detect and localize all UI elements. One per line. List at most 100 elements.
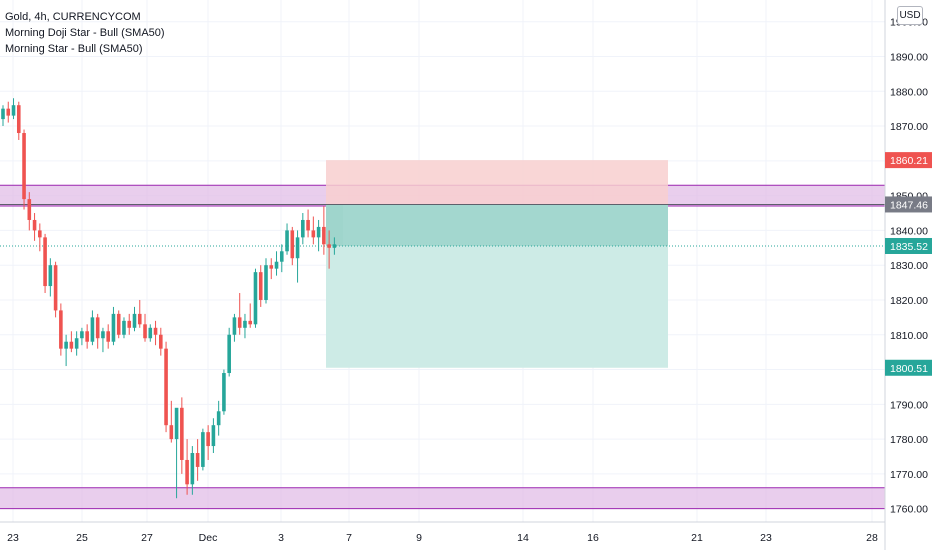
candle-body (258, 272, 263, 300)
price-label-bg (885, 196, 932, 213)
candle-body (174, 407, 179, 440)
currency-button[interactable]: USD (897, 6, 923, 25)
x-tick-label: Dec (199, 532, 218, 544)
candle-body (32, 219, 37, 231)
y-tick-label: 1770.00 (890, 469, 928, 481)
price-label-target: 1800.51 (890, 363, 928, 375)
candle-body (274, 261, 279, 269)
x-tick-label: 27 (141, 532, 153, 544)
candle-body (59, 310, 63, 349)
y-tick-label: 1890.00 (890, 51, 928, 63)
realized-zone (326, 204, 343, 246)
candle-body (22, 133, 26, 200)
candle-body (153, 327, 158, 335)
candle-body (48, 265, 53, 287)
candle-body (11, 105, 16, 116)
price-label-bg (885, 152, 932, 169)
candle-body (116, 313, 121, 335)
candle-body (127, 320, 132, 328)
candle-body (143, 324, 147, 339)
x-tick-label: 14 (517, 532, 529, 544)
candle-body (206, 432, 210, 447)
x-tick-label: 16 (587, 532, 599, 544)
candle-body (332, 244, 337, 248)
price-label-last: 1835.52 (890, 241, 928, 253)
candle-body (180, 407, 184, 460)
progress-zone (341, 204, 668, 246)
candle-body (301, 219, 305, 238)
candle-body (216, 411, 221, 426)
candle-body (159, 334, 163, 349)
candle-body (95, 317, 100, 339)
price-label-bg (885, 359, 932, 376)
zone-rect (0, 487, 885, 509)
candle-body (322, 226, 326, 245)
candle-body (85, 331, 89, 342)
grid (0, 0, 885, 522)
price-label-bg (885, 237, 932, 254)
candle-body (148, 327, 153, 339)
price-label-entry: 1847.46 (890, 199, 928, 211)
candle-body (1, 108, 5, 120)
candle-body (195, 453, 200, 467)
candle-body (190, 453, 195, 485)
candle-body (164, 348, 168, 426)
candle-body (69, 341, 74, 349)
candle-body (327, 244, 331, 248)
candle-body (211, 425, 216, 447)
price-axis[interactable]: 1760.001770.001780.001790.001800.001810.… (884, 0, 928, 550)
y-tick-label: 1780.00 (890, 434, 928, 446)
candle-body (185, 459, 189, 485)
candle-body (311, 230, 316, 238)
candle-body (27, 199, 32, 220)
candle-body (6, 108, 11, 116)
price-labels: 1860.21 1847.46 1835.52 1800.51 (885, 152, 932, 376)
x-tick-label: 28 (866, 532, 878, 544)
candle-body (137, 313, 142, 325)
candle-body (243, 320, 247, 328)
x-tick-label: 21 (691, 532, 703, 544)
legend-indicator: Morning Doji Star - Bull (SMA50) (5, 27, 165, 39)
position-tool[interactable] (0, 160, 885, 368)
y-tick-label: 1760.00 (890, 504, 928, 516)
y-tick-label: 1830.00 (890, 260, 928, 272)
candle-body (111, 313, 116, 342)
candle-body (316, 226, 321, 238)
candle-body (279, 251, 284, 262)
y-tick-label: 1810.00 (890, 330, 928, 342)
candle-body (106, 331, 110, 342)
candle-body (101, 331, 105, 339)
candle-body (253, 272, 258, 325)
candle-body (248, 320, 253, 325)
y-tick-label: 1790.00 (890, 399, 928, 411)
legend-symbol: Gold, 4h, CURRENCYCOM (5, 11, 141, 23)
time-axis[interactable]: 23 25 27 Dec 3 7 9 14 16 21 23 28 (0, 521, 885, 544)
y-tick-label: 1820.00 (890, 295, 928, 307)
candle-body (38, 230, 42, 238)
candle-body (232, 317, 237, 335)
candle-body (269, 265, 274, 269)
candle-body (122, 320, 126, 335)
candle-body (80, 331, 84, 339)
candle-body (53, 265, 58, 311)
candle-body (201, 432, 205, 467)
candle-body (295, 237, 300, 259)
y-tick-label: 1840.00 (890, 225, 928, 237)
candle-body (169, 425, 174, 440)
candle-body (43, 237, 47, 287)
candle-body (74, 338, 79, 349)
x-tick-label: 7 (346, 532, 352, 544)
price-label-stop: 1860.21 (890, 155, 928, 167)
legend-indicator: Morning Star - Bull (SMA50) (5, 43, 143, 55)
y-tick-label: 1870.00 (890, 121, 928, 133)
chart-legend: Gold, 4h, CURRENCYCOM Morning Doji Star … (5, 9, 165, 57)
candle-body (227, 334, 231, 374)
candle-body (90, 317, 95, 342)
candle-body (132, 313, 137, 328)
y-tick-label: 1880.00 (890, 86, 928, 98)
x-tick-label: 9 (416, 532, 422, 544)
candle-body (306, 219, 310, 231)
candle-body (264, 265, 268, 300)
x-tick-label: 25 (76, 532, 88, 544)
